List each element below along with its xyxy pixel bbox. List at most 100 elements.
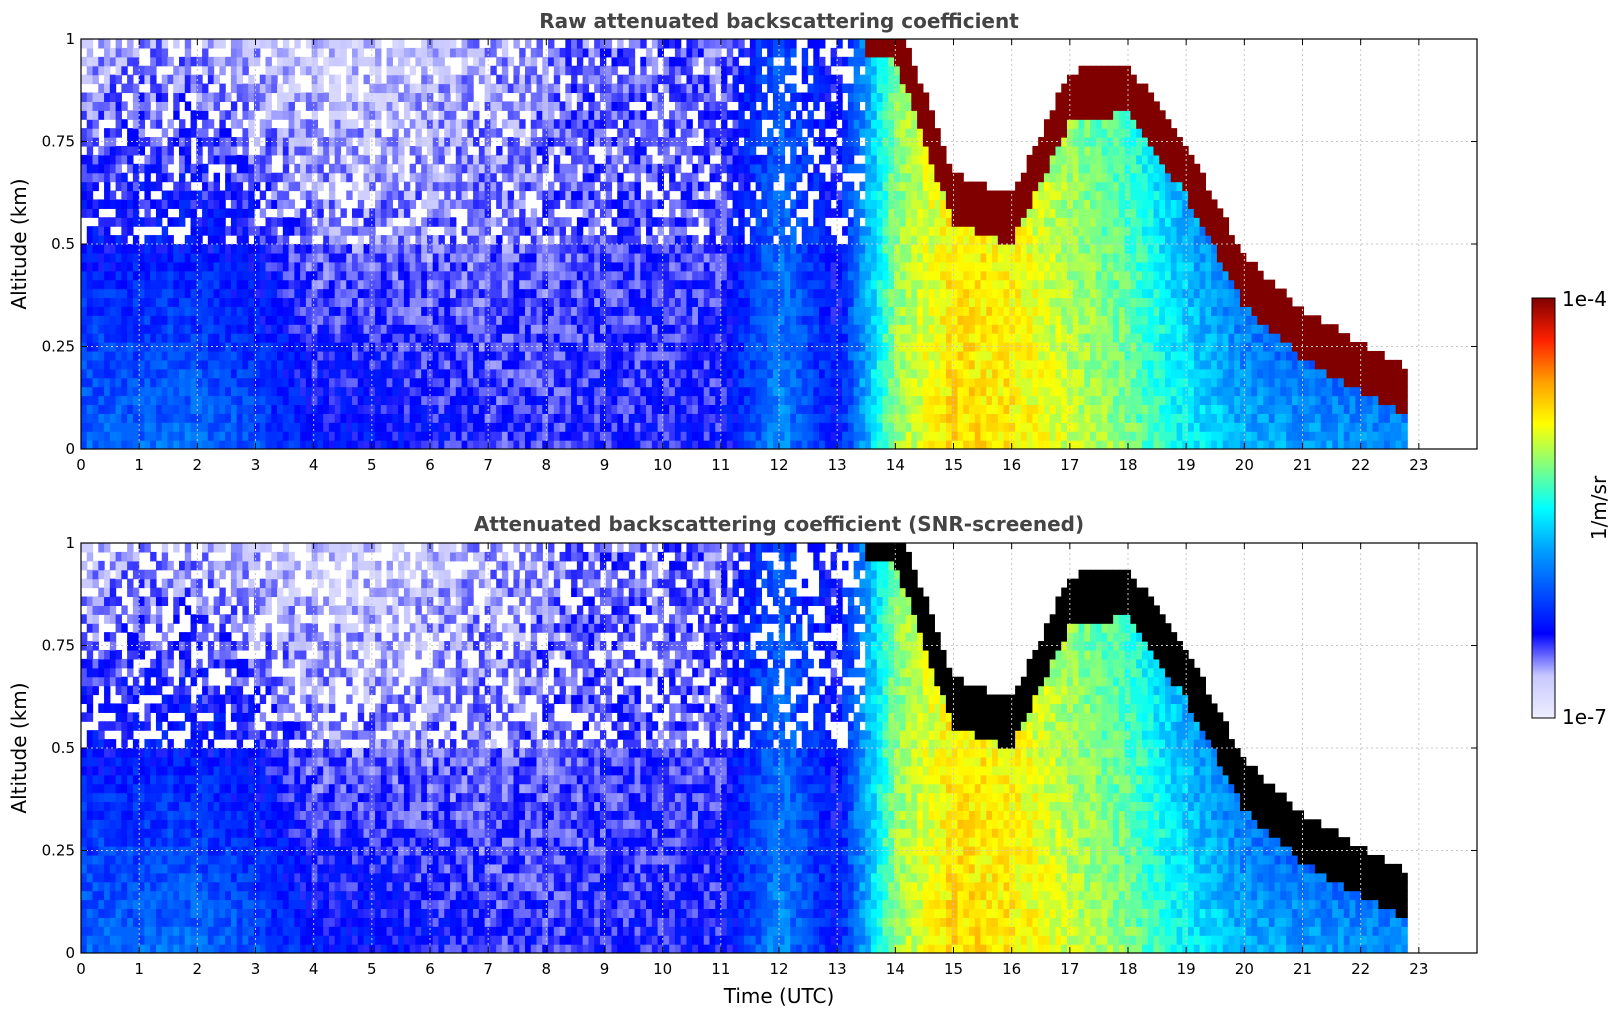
heatmap-cell xyxy=(259,368,267,379)
heatmap-cell xyxy=(611,306,618,316)
heatmap-cell xyxy=(651,359,659,370)
heatmap-cell xyxy=(104,279,111,290)
heatmap-cell xyxy=(571,252,578,263)
heatmap-cell xyxy=(732,306,739,316)
heatmap-cell xyxy=(651,368,659,379)
heatmap-cell xyxy=(524,324,532,334)
heatmap-cell xyxy=(778,413,786,423)
heatmap-cell xyxy=(334,163,342,174)
heatmap-cell xyxy=(530,350,538,361)
heatmap-cell xyxy=(432,342,440,352)
heatmap-cell xyxy=(392,92,399,102)
heatmap-cell xyxy=(340,101,347,111)
heatmap-cell xyxy=(138,440,146,449)
heatmap-cell xyxy=(628,217,636,227)
heatmap-cell xyxy=(617,226,624,236)
heatmap-cell xyxy=(582,350,590,361)
heatmap-cell xyxy=(617,145,624,156)
heatmap-cell xyxy=(634,235,641,245)
heatmap-cell xyxy=(530,431,538,441)
heatmap-cell xyxy=(553,324,561,334)
heatmap-cell xyxy=(651,270,659,281)
heatmap-cell xyxy=(317,342,324,352)
heatmap-cell xyxy=(455,333,463,343)
heatmap-cell xyxy=(184,422,192,432)
heatmap-cell xyxy=(98,244,105,254)
heatmap-cell xyxy=(663,217,670,227)
heatmap-cell xyxy=(167,145,174,156)
heatmap-cell xyxy=(115,252,122,263)
heatmap-cell xyxy=(253,297,261,307)
heatmap-cell xyxy=(617,137,624,147)
heatmap-cell xyxy=(132,395,140,406)
heatmap-cell xyxy=(501,244,509,254)
heatmap-cell xyxy=(155,315,163,325)
heatmap-cell xyxy=(594,74,601,85)
heatmap-cell xyxy=(669,306,676,316)
heatmap-cell xyxy=(357,56,365,67)
heatmap-cell xyxy=(132,47,140,58)
heatmap-cell xyxy=(253,422,261,432)
heatmap-cell xyxy=(334,74,342,85)
heatmap-cell xyxy=(282,342,290,352)
heatmap-cell xyxy=(98,163,105,174)
heatmap-cell xyxy=(253,413,261,423)
heatmap-cell xyxy=(744,386,751,397)
heatmap-cell xyxy=(271,39,278,49)
heatmap-cell xyxy=(623,440,630,449)
heatmap-cell xyxy=(651,413,659,423)
heatmap-cell xyxy=(161,288,169,299)
heatmap-cell xyxy=(282,190,290,201)
heatmap-cell xyxy=(461,395,468,406)
heatmap-cell xyxy=(588,431,595,441)
heatmap-cell xyxy=(300,306,307,316)
heatmap-cell xyxy=(190,83,197,94)
heatmap-cell xyxy=(265,217,272,227)
heatmap-cell xyxy=(138,217,146,227)
heatmap-cell xyxy=(202,431,209,441)
heatmap-cell xyxy=(778,431,786,441)
heatmap-cell xyxy=(184,101,192,111)
heatmap-cell xyxy=(761,74,768,85)
heatmap-cell xyxy=(432,350,440,361)
heatmap-cell xyxy=(605,422,613,432)
heatmap-cell xyxy=(127,163,134,174)
heatmap-cell xyxy=(328,83,336,94)
heatmap-cell xyxy=(392,270,399,281)
heatmap-cell xyxy=(409,297,417,307)
heatmap-cell xyxy=(455,190,463,201)
heatmap-cell xyxy=(623,422,630,432)
heatmap-cell xyxy=(542,252,549,263)
heatmap-cell xyxy=(236,359,244,370)
heatmap-cell xyxy=(738,422,745,432)
heatmap-cell xyxy=(594,359,601,370)
heatmap-cell xyxy=(617,413,624,423)
heatmap-cell xyxy=(253,279,261,290)
heatmap-cell xyxy=(288,128,295,138)
heatmap-cell xyxy=(772,39,780,49)
heatmap-cell xyxy=(340,315,347,325)
heatmap-cell xyxy=(599,324,607,334)
heatmap-cell xyxy=(571,404,578,414)
heatmap-cell xyxy=(144,172,151,183)
heatmap-cell xyxy=(749,145,757,156)
heatmap-cell xyxy=(150,359,157,370)
heatmap-cell xyxy=(346,137,353,147)
heatmap-cell xyxy=(375,244,382,254)
heatmap-cell xyxy=(98,422,105,432)
heatmap-cell xyxy=(686,333,693,343)
heatmap-cell xyxy=(132,252,140,263)
heatmap-cell xyxy=(219,431,226,441)
heatmap-cell xyxy=(144,181,151,192)
heatmap-cell xyxy=(484,377,491,388)
heatmap-cell xyxy=(190,199,197,209)
heatmap-cell xyxy=(749,342,757,352)
heatmap-cell xyxy=(207,422,215,432)
heatmap-cell xyxy=(144,244,151,254)
heatmap-cell xyxy=(288,261,295,272)
heatmap-cell xyxy=(207,270,215,281)
heatmap-cell xyxy=(640,431,647,441)
heatmap-cell xyxy=(282,110,290,120)
heatmap-cell xyxy=(375,92,382,102)
heatmap-cell xyxy=(640,56,647,67)
